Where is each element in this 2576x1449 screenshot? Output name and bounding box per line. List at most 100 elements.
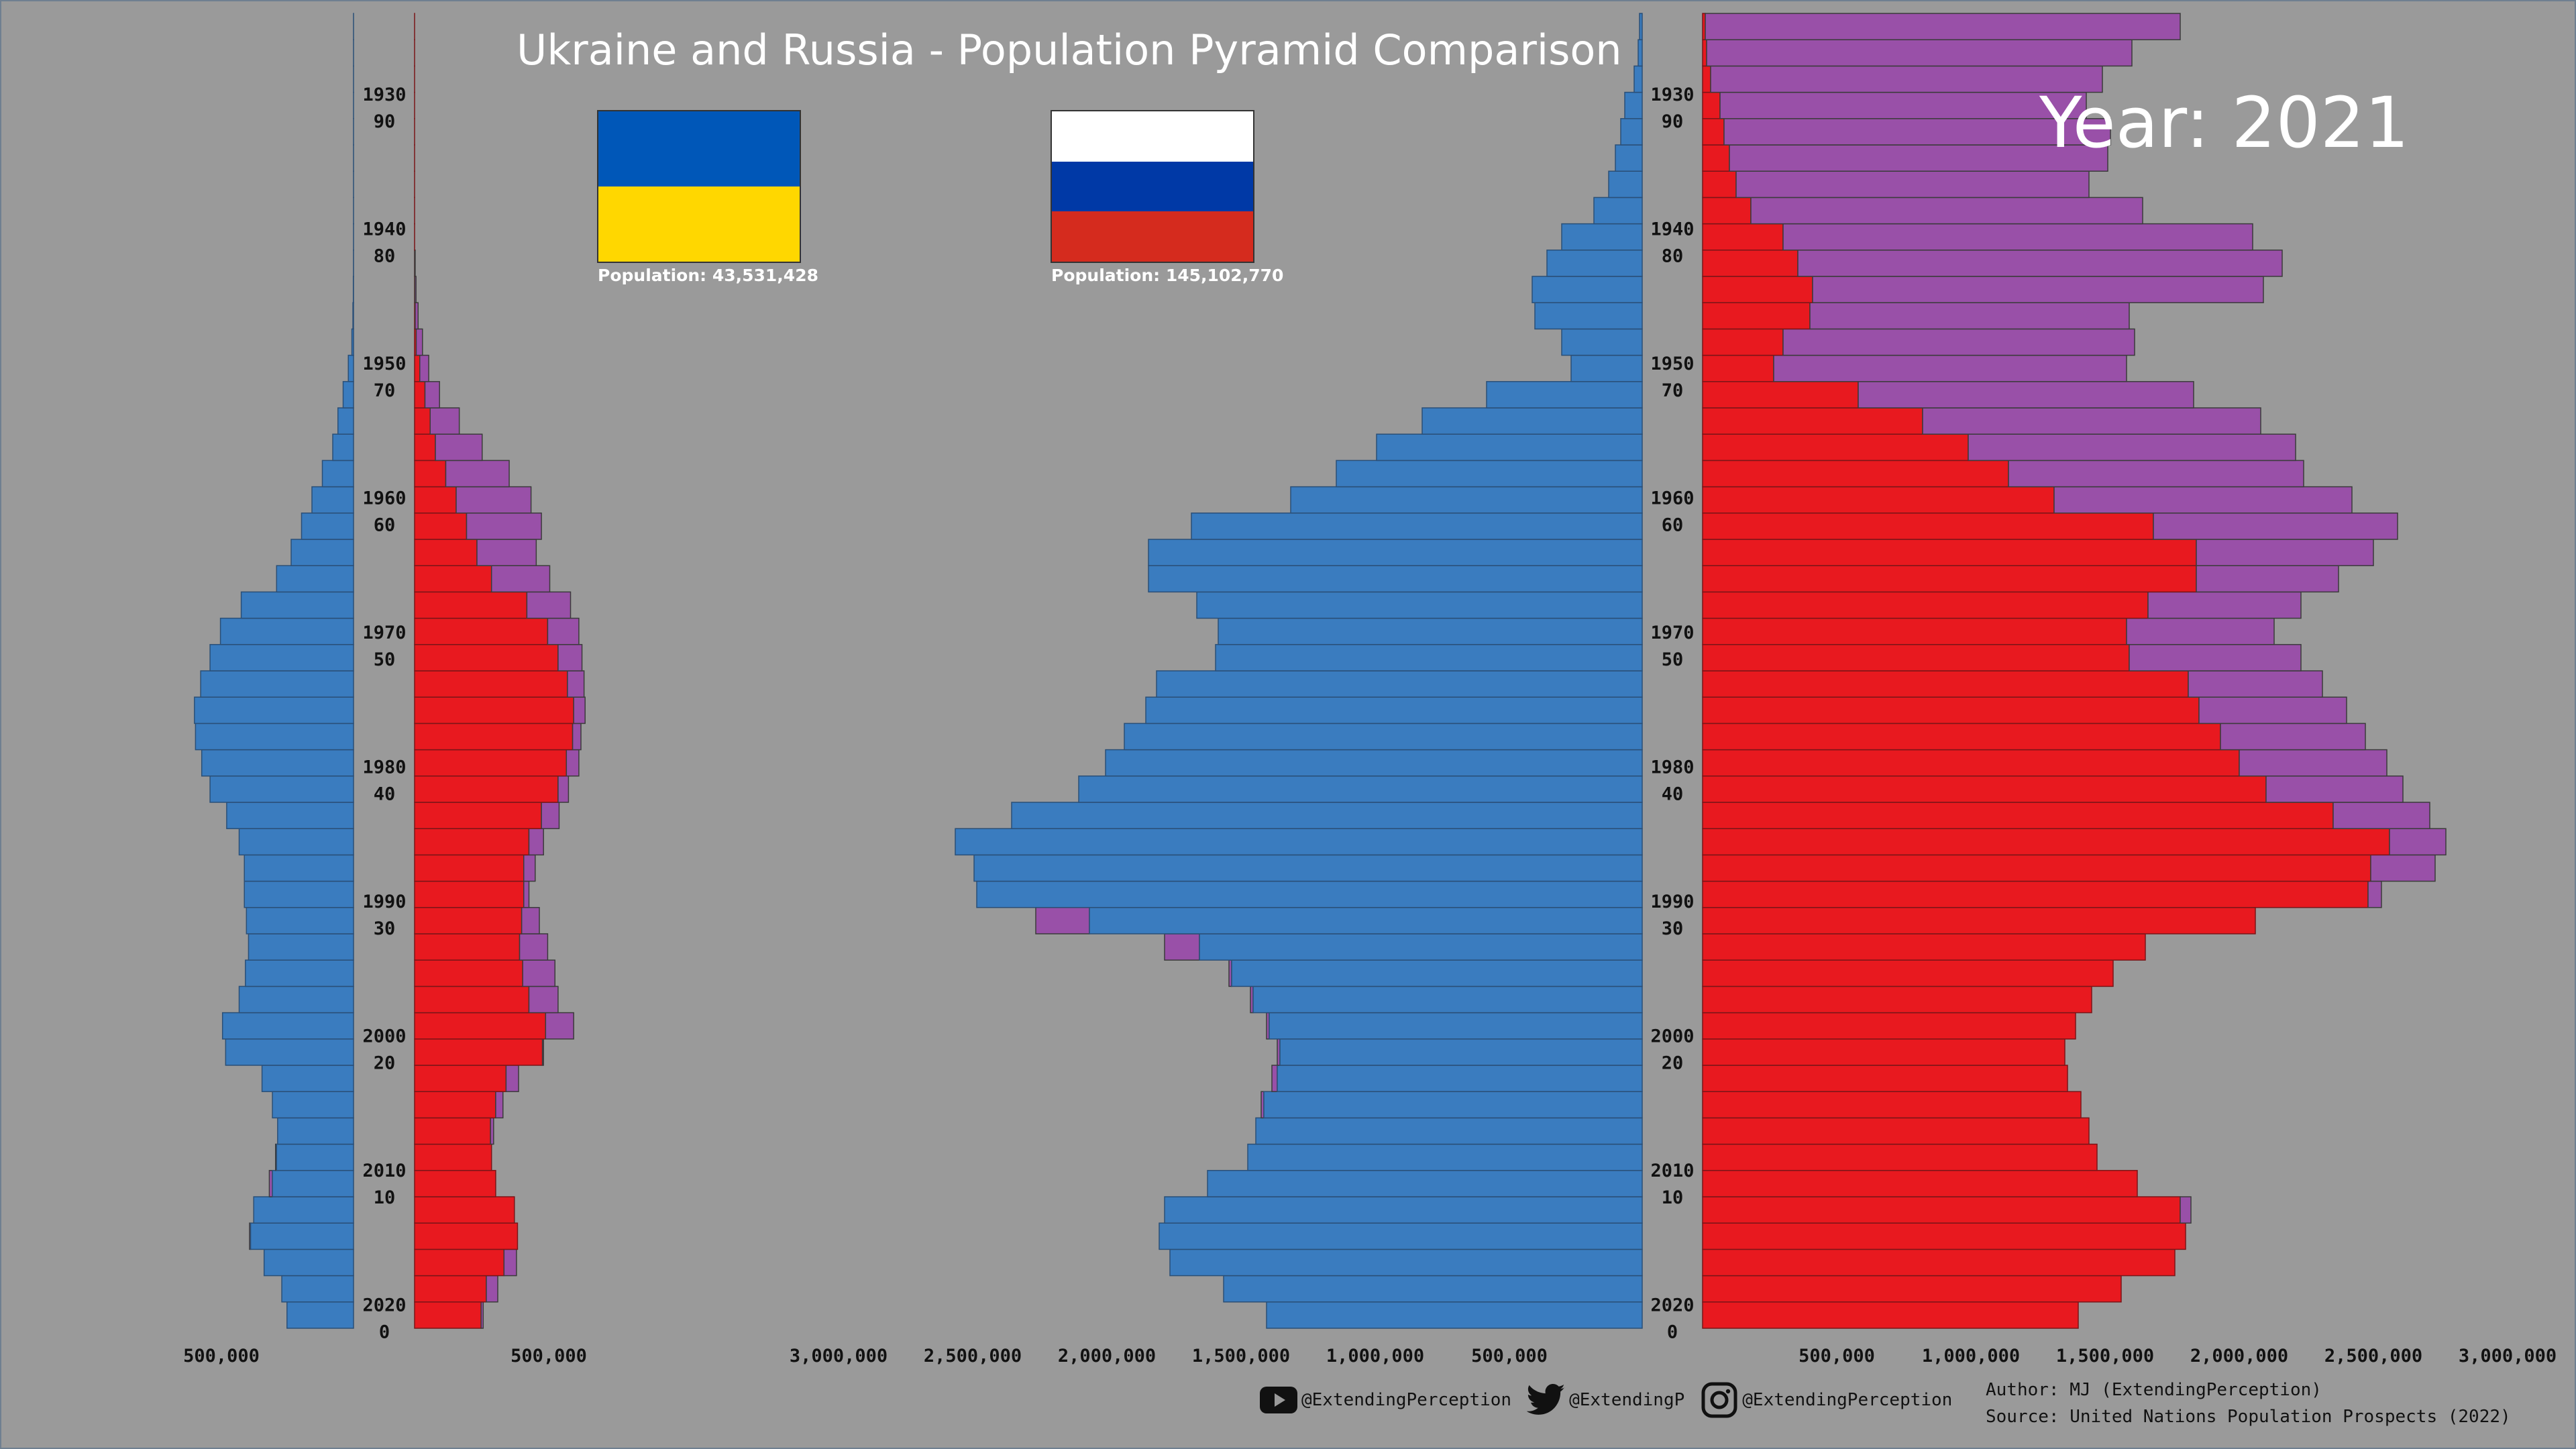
russia-male-bar xyxy=(1011,802,1643,829)
russia-female-bar xyxy=(1702,880,2369,908)
ukraine-female-excess-bar xyxy=(541,1038,544,1066)
credits: Author: MJ (ExtendingPerception) Source:… xyxy=(1986,1377,2511,1430)
ukraine-male-bar xyxy=(240,591,354,619)
russia-male-bar xyxy=(1223,1275,1643,1303)
year-label: Year: 2021 xyxy=(2039,82,2410,164)
ukraine-male-bar xyxy=(286,1301,354,1329)
ukraine-female-bar xyxy=(414,775,559,803)
russia-female-excess-bar xyxy=(2389,828,2447,856)
russia-male-bar xyxy=(1277,1065,1643,1092)
ukraine-male-bar xyxy=(209,775,354,803)
ukraine-birth-year-label: 2000 xyxy=(362,1026,406,1047)
ukraine-age-label: 90 xyxy=(374,111,396,132)
russia-age-label: 10 xyxy=(1662,1187,1684,1208)
ukraine-male-bar xyxy=(347,354,354,382)
ukraine-female-bar xyxy=(414,1301,482,1329)
russia-age-label: 70 xyxy=(1662,380,1684,401)
ukraine-female-bar xyxy=(414,486,457,514)
russia-female-excess-bar xyxy=(2147,591,2302,619)
ukraine-female-bar xyxy=(414,591,528,619)
russia-female-excess-bar xyxy=(2153,513,2398,540)
ukraine-female-bar xyxy=(414,1091,496,1119)
russia-population-label: Population: 145,102,770 xyxy=(1051,266,1284,285)
russia-birth-year-label: 1960 xyxy=(1650,488,1694,509)
russia-age-label: 20 xyxy=(1662,1053,1684,1074)
ukraine-birth-year-label: 2010 xyxy=(362,1161,406,1181)
russia-female-bar xyxy=(1702,328,1784,356)
ukraine-birth-year-label: 1930 xyxy=(362,85,406,105)
russia-female-bar xyxy=(1702,1117,2090,1145)
russia-birth-year-label: 2010 xyxy=(1650,1161,1694,1181)
russia-female-bar xyxy=(1702,775,2267,803)
ukraine-birth-year-label: 1940 xyxy=(362,219,406,240)
ukraine-male-bar xyxy=(200,670,354,698)
russia-male-bar xyxy=(1247,1143,1643,1171)
russia-female-bar xyxy=(1702,65,1711,93)
russia-female-excess-bar xyxy=(1968,433,2296,462)
ukraine-female-excess-bar xyxy=(429,407,460,435)
russia-female-bar xyxy=(1702,802,2334,829)
ukraine-female-bar xyxy=(414,354,421,382)
ukraine-male-bar xyxy=(195,722,354,751)
ukraine-male-bar xyxy=(238,985,354,1014)
russia-female-bar xyxy=(1702,1012,2076,1040)
russia-female-bar xyxy=(1702,1065,2068,1092)
russia-age-label: 80 xyxy=(1662,246,1684,267)
ukraine-female-excess-bar xyxy=(528,828,544,856)
russia-female-excess-bar xyxy=(1773,354,2127,382)
ukraine-male-bar xyxy=(311,486,354,514)
russia-female-bar xyxy=(1702,1275,2122,1303)
russia-male-bar xyxy=(1169,1248,1643,1277)
ukraine-male-bar xyxy=(261,1065,354,1092)
ukraine-female-excess-bar xyxy=(495,1091,504,1119)
russia-male-bar xyxy=(1191,513,1643,540)
ukraine-female-bar xyxy=(414,907,523,934)
ukraine-female-bar xyxy=(414,433,436,462)
russia-male-bar xyxy=(1078,775,1643,803)
russia-age-label: 90 xyxy=(1662,111,1684,132)
russia-age-label: 60 xyxy=(1662,515,1684,536)
russia-x-tick-label: 1,000,000 xyxy=(1922,1346,2020,1366)
russia-female-excess-bar xyxy=(2370,854,2436,882)
russia-female-excess-bar xyxy=(2129,644,2302,672)
russia-female-bar xyxy=(1702,250,1799,277)
russia-male-bar xyxy=(1231,959,1643,987)
russia-birth-year-label: 1970 xyxy=(1650,623,1694,643)
russia-female-bar xyxy=(1702,722,2221,751)
russia-male-bar xyxy=(973,854,1643,882)
russia-age-label: 30 xyxy=(1662,918,1684,939)
ukraine-male-bar xyxy=(244,854,354,882)
ukraine-female-bar xyxy=(414,1196,515,1224)
russia-male-bar xyxy=(1255,1117,1643,1145)
ukraine-female-excess-bar xyxy=(519,933,549,961)
russia-female-excess-bar xyxy=(1782,223,2253,251)
ukraine-female-excess-bar xyxy=(490,1117,494,1145)
ukraine-male-bar xyxy=(226,802,354,829)
russia-x-tick-label: 500,000 xyxy=(1471,1346,1548,1366)
russia-male-bar xyxy=(1290,486,1643,514)
russia-female-bar xyxy=(1702,1196,2181,1224)
russia-birth-year-label: 1950 xyxy=(1650,354,1694,374)
russia-female-excess-bar xyxy=(2239,749,2387,777)
russia-female-bar xyxy=(1702,170,1737,199)
russia-birth-year-label: 2020 xyxy=(1650,1295,1694,1316)
ukraine-male-bar xyxy=(301,513,354,540)
ukraine-male-bar xyxy=(209,644,354,672)
russia-female-bar xyxy=(1702,1091,2082,1119)
russia-x-tick-label: 1,500,000 xyxy=(1192,1346,1290,1366)
ukraine-male-bar xyxy=(332,433,354,462)
russia-male-bar xyxy=(1486,381,1643,409)
ukraine-male-bar xyxy=(238,828,354,856)
ukraine-female-bar xyxy=(414,959,523,987)
russia-male-bar xyxy=(1638,39,1643,67)
russia-flag-blue-stripe xyxy=(1052,161,1253,212)
ukraine-female-bar xyxy=(414,749,568,777)
russia-female-excess-bar xyxy=(2053,486,2353,514)
russia-female-bar xyxy=(1702,696,2200,724)
russia-male-bar xyxy=(1336,460,1643,488)
russia-male-bar xyxy=(1156,670,1643,698)
russia-female-bar xyxy=(1702,907,2256,934)
ukraine-female-excess-bar xyxy=(503,1248,517,1277)
instagram-handle: @ExtendingPerception xyxy=(1742,1390,1953,1410)
russia-female-bar xyxy=(1702,1222,2186,1250)
